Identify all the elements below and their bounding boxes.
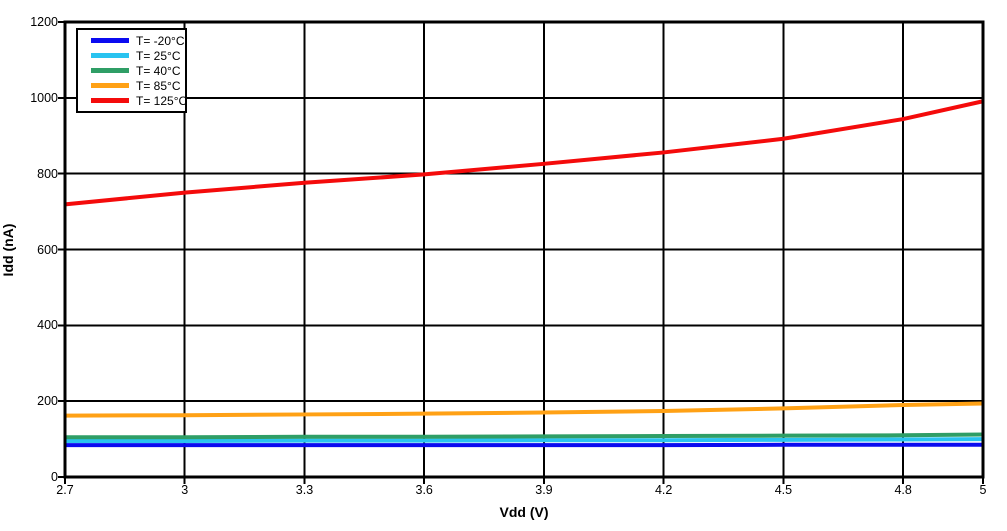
y-tick-label: 1200 [30, 15, 58, 29]
series-line-3 [64, 401, 984, 418]
y-tick-label: 200 [37, 394, 58, 409]
x-tick-label: 3.9 [535, 483, 553, 497]
x-tick-label: 3 [181, 483, 189, 497]
legend-swatch [91, 98, 129, 103]
x-tick-label: 5 [979, 483, 987, 497]
legend-label: T= -20°C [136, 33, 185, 48]
x-tick-label: 4.8 [894, 483, 912, 497]
y-tick-label: 0 [51, 470, 58, 484]
x-tick-label: 3.6 [415, 483, 433, 497]
y-tick-label: 1000 [30, 90, 58, 105]
x-tick-label: 4.2 [654, 483, 673, 497]
legend-label: T= 25°C [136, 48, 181, 63]
series-line-4 [64, 99, 984, 207]
y-tick-label: 600 [37, 242, 58, 257]
x-axis-title: Vdd (V) [499, 504, 549, 520]
legend-swatch [91, 53, 129, 58]
legend-item: T= 85°C [91, 79, 183, 93]
legend-label: T= 125°C [136, 93, 188, 108]
legend-swatch [91, 68, 129, 73]
legend-swatch [91, 83, 129, 88]
x-tick-label: 3.3 [295, 483, 314, 497]
legend-label: T= 40°C [136, 63, 181, 78]
y-tick-label: 800 [37, 166, 58, 181]
series-line-2 [65, 432, 984, 440]
y-tick-label: 400 [37, 318, 58, 333]
x-tick-label: 4.5 [774, 483, 793, 497]
legend-item: T= -20°C [91, 33, 185, 48]
plot-border [63, 20, 985, 479]
legend: T= -20°C T= 25°C T= 40°C T= 85°C T= 125°C [76, 28, 187, 113]
x-tick-label: 2.7 [56, 483, 74, 497]
legend-item: T= 40°C [91, 64, 183, 78]
legend-swatch [91, 38, 129, 43]
y-axis-title: Idd (nA) [0, 223, 16, 277]
legend-item: T= 125°C [91, 94, 187, 108]
legend-label: T= 85°C [136, 78, 181, 93]
series-line-1 [65, 437, 984, 443]
legend-item: T= 25°C [91, 49, 183, 63]
